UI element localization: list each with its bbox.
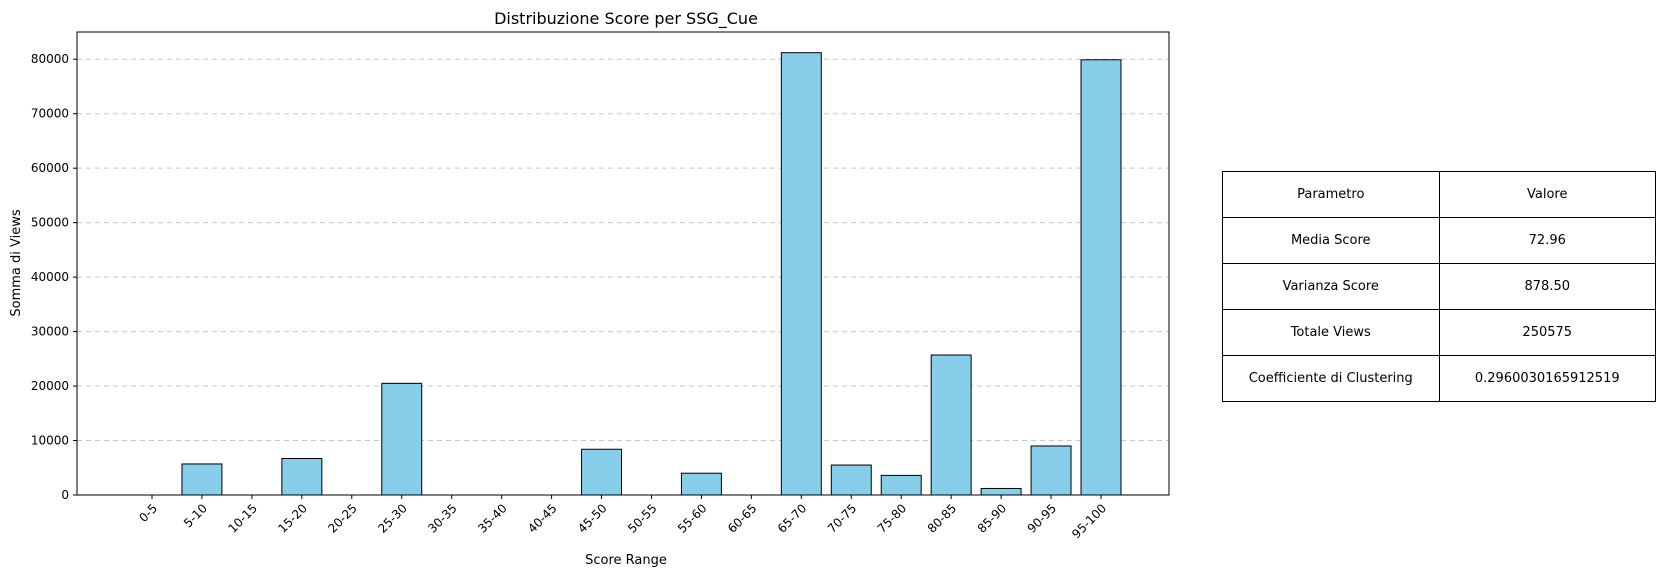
y-tick-label: 40000 [31,270,69,284]
x-tick-label: 25-30 [375,501,410,536]
x-tick-label: 15-20 [275,501,310,536]
chart-title: Distribuzione Score per SSG_Cue [494,9,758,29]
x-tick-label: 10-15 [225,501,260,536]
table-cell-valore: Valore [1438,171,1656,218]
x-tick-label: 5-10 [181,501,210,530]
bar-55-60 [680,472,722,496]
y-tick-label: 70000 [31,107,69,121]
y-tick-label: 60000 [31,161,69,175]
table-cell-valore: 878.50 [1438,263,1656,310]
table-row: Coefficiente di Clustering 0.296003016591… [1222,355,1656,402]
plot-frame [76,31,1170,496]
table-cell-valore: 250575 [1438,309,1656,356]
table-cell-valore: 72.96 [1438,217,1656,264]
x-tick-label: 30-35 [425,501,460,536]
bar-5-10 [181,463,223,496]
bar-90-95 [1030,445,1072,496]
y-tick-label: 0 [61,488,69,502]
x-tick-label: 65-70 [775,501,810,536]
y-tick-label: 80000 [31,52,69,66]
bar-85-90 [980,487,1022,496]
table-row: Totale Views 250575 [1222,309,1656,356]
table-row: Varianza Score 878.50 [1222,263,1656,310]
table-row: Media Score 72.96 [1222,217,1656,264]
x-tick-label: 95-100 [1069,501,1109,541]
y-tick-label: 30000 [31,325,69,339]
stats-table: Parametro Valore Media Score 72.96 Varianza … [1222,171,1656,402]
table-cell-valore: 0.2960030165912519 [1438,355,1656,402]
table-header-row: Parametro Valore [1222,171,1656,218]
x-tick-label: 80-85 [925,501,960,536]
x-tick-label: 85-90 [975,501,1010,536]
bar-80-85 [930,354,972,496]
x-tick-label: 20-25 [325,501,360,536]
x-axis-ticks: 0-5 5-10 10-15 15-20 20-25 25-30 30-35 35-40 40-… [136,495,1109,541]
x-tick-label: 75-80 [875,501,910,536]
table-cell-parametro: Totale Views [1222,309,1440,356]
x-tick-label: 90-95 [1025,501,1060,536]
x-tick-label: 70-75 [825,501,860,536]
bars [181,52,1122,496]
x-tick-label: 45-50 [575,501,610,536]
table-cell-parametro: Media Score [1222,217,1440,264]
y-axis-label: Somma di Views [9,209,24,316]
x-tick-label: 40-45 [525,501,560,536]
grid-lines [77,58,1169,442]
bar-15-20 [281,458,323,496]
bar-45-50 [581,448,623,496]
bar-25-30 [381,382,423,496]
x-tick-label: 60-65 [725,501,760,536]
bar-70-75 [830,464,872,496]
bar-75-80 [880,474,922,496]
x-tick-label: 50-55 [625,501,660,536]
y-tick-label: 10000 [31,434,69,448]
table-cell-parametro: Varianza Score [1222,263,1440,310]
x-tick-label: 0-5 [136,501,160,525]
x-tick-label: 55-60 [675,501,710,536]
table-cell-parametro: Parametro [1222,171,1440,218]
x-axis-label: Score Range [585,553,667,568]
y-tick-label: 20000 [31,379,69,393]
bar-95-100 [1080,59,1122,496]
table-cell-parametro: Coefficiente di Clustering [1222,355,1440,402]
bar-65-70 [780,52,822,496]
y-tick-label: 50000 [31,216,69,230]
x-tick-label: 35-40 [475,501,510,536]
y-axis-ticks: 0 10000 20000 30000 40000 50000 60000 70000 8000… [31,52,77,502]
